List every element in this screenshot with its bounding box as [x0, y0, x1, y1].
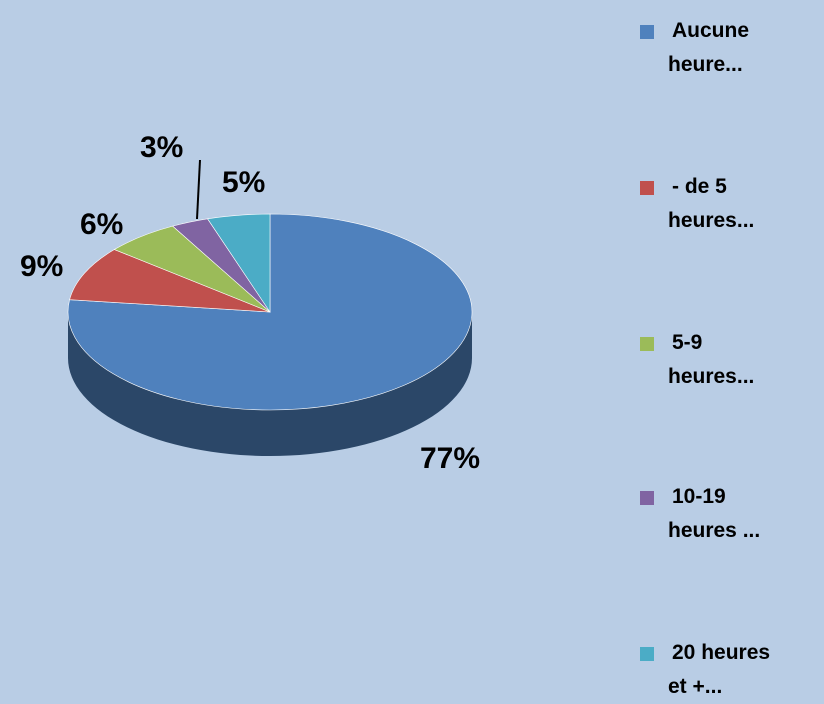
legend-label: - de 5 heures... — [668, 175, 755, 232]
pie-area: 77% 9% 6% 3% 5% — [20, 131, 480, 475]
pie-slice — [207, 213, 271, 313]
data-label: 5% — [222, 166, 265, 199]
legend-label: 10-19 heures ... — [668, 485, 761, 542]
legend-label: 5-9 heures... — [668, 331, 755, 388]
legend-label: 20 heures et +... — [668, 641, 771, 698]
legend-label: Aucune heure... — [668, 19, 750, 76]
data-label: 77% — [420, 442, 480, 475]
legend-swatch — [640, 181, 654, 195]
data-label: 3% — [140, 131, 183, 164]
pie-slice — [69, 249, 271, 313]
legend-swatch — [640, 491, 654, 505]
legend-swatch — [640, 25, 654, 39]
data-label: 6% — [80, 208, 123, 241]
pie-side — [68, 312, 472, 456]
data-label: 9% — [20, 250, 63, 283]
legend-swatch — [640, 647, 654, 661]
legend-swatch — [640, 337, 654, 351]
leader-line — [196, 159, 201, 220]
